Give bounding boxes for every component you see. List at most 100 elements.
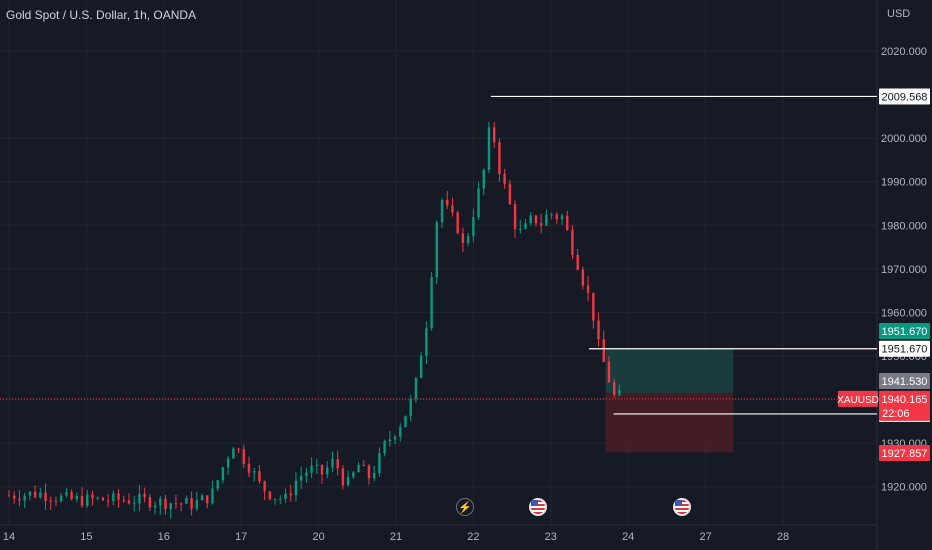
candle-body — [498, 142, 501, 174]
currency-label[interactable]: USD — [887, 8, 911, 20]
symbol-tag: XAUUSD — [837, 395, 879, 406]
candle-body — [503, 173, 506, 184]
candle-body — [23, 495, 26, 501]
candle-body — [576, 254, 579, 270]
candle-body — [263, 481, 266, 492]
candle-body — [273, 498, 277, 500]
flash-icon[interactable]: ⚡ — [456, 498, 474, 516]
candle-body — [253, 471, 256, 473]
candle-body — [336, 459, 339, 469]
candle-body — [80, 495, 84, 506]
candle-body — [618, 390, 621, 395]
us-flag-icon[interactable] — [673, 498, 691, 516]
candle-body — [211, 488, 214, 504]
candle-body — [242, 449, 245, 464]
candle-body — [279, 498, 282, 500]
x-tick-label: 23 — [545, 531, 557, 543]
candle-body — [148, 497, 152, 508]
candle-body — [586, 285, 590, 293]
candle-body — [388, 439, 392, 442]
candle-body — [70, 492, 73, 500]
candle-body — [539, 223, 543, 226]
candle-body — [414, 377, 418, 400]
y-tick-label: 1920.000 — [881, 482, 927, 494]
candle-body — [299, 475, 303, 481]
candle-body — [54, 500, 58, 502]
candle-body — [310, 465, 313, 473]
candle-body — [200, 495, 204, 501]
candle-body — [393, 436, 397, 440]
candle-body — [466, 236, 470, 243]
x-tick-label: 15 — [80, 531, 92, 543]
candle-body — [545, 214, 548, 226]
candle-body — [451, 205, 454, 213]
candle-body — [7, 495, 11, 497]
candle-body — [59, 495, 63, 502]
candle-body — [550, 214, 553, 216]
y-tick-label: 1960.000 — [881, 307, 927, 319]
candle-body — [237, 448, 240, 450]
candle-body — [612, 382, 616, 395]
candle-body — [378, 453, 381, 473]
candle-body — [315, 464, 319, 466]
candle-body — [305, 472, 308, 476]
candle-body — [419, 355, 423, 378]
candle-body — [127, 500, 131, 504]
y-tick-label: 1980.000 — [881, 220, 927, 232]
candle-body — [258, 471, 261, 482]
price-label-box — [879, 88, 930, 105]
x-tick-label: 16 — [158, 531, 170, 543]
price-label: 1927.857 — [882, 448, 928, 460]
y-tick-label: 2020.000 — [881, 46, 927, 58]
candle-body — [487, 127, 491, 170]
y-tick-label: 1990.000 — [881, 177, 927, 189]
price-label: 2009.568 — [882, 91, 928, 103]
symbol-title: Gold Spot / U.S. Dollar, 1h, OANDA — [6, 8, 197, 22]
us-flag-icon[interactable] — [529, 498, 547, 516]
candle-body — [446, 199, 449, 206]
candle-body — [65, 492, 68, 496]
y-tick-label: 1970.000 — [881, 264, 927, 276]
candle-body — [164, 498, 167, 510]
price-label-box — [879, 340, 930, 357]
candle-body — [138, 493, 141, 504]
candle-body — [331, 459, 334, 468]
x-tick-label: 27 — [699, 531, 711, 543]
candle-body — [247, 463, 251, 473]
candle-body — [571, 230, 574, 255]
candle-body — [112, 493, 115, 501]
x-tick-label: 14 — [3, 531, 15, 543]
candle-body — [18, 498, 21, 501]
candle-body — [519, 228, 522, 230]
price-label-box — [879, 445, 930, 461]
candle-body — [33, 491, 37, 498]
price-label: 1951.670 — [882, 326, 928, 338]
x-tick-label: 22 — [467, 531, 479, 543]
price-label: 1951.670 — [882, 344, 928, 356]
candle-body — [529, 215, 532, 224]
candle-body — [13, 495, 16, 499]
candle-body — [352, 472, 355, 478]
y-tick-label: 2000.000 — [881, 133, 927, 145]
candle-body — [268, 491, 272, 500]
candle-body — [430, 277, 433, 329]
candle-body — [294, 480, 298, 496]
candle-body — [206, 495, 209, 504]
candle-body — [39, 492, 42, 498]
candle-body — [566, 215, 569, 231]
candle-body — [117, 493, 120, 500]
candle-body — [492, 127, 496, 143]
candle-body — [185, 498, 188, 504]
candle-body — [174, 503, 178, 505]
candle-body — [513, 204, 517, 230]
candle-body — [101, 497, 105, 501]
x-tick-label: 20 — [312, 531, 324, 543]
candle-body — [482, 169, 485, 189]
candle-body — [362, 465, 365, 467]
candle-body — [153, 505, 157, 508]
candle-body — [456, 212, 459, 234]
candle-body — [133, 503, 136, 505]
candle-body — [44, 492, 47, 501]
